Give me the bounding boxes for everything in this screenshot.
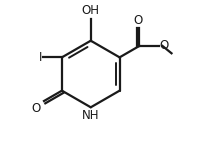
Text: O: O bbox=[160, 39, 169, 52]
Text: I: I bbox=[38, 51, 42, 64]
Text: O: O bbox=[134, 14, 143, 27]
Text: NH: NH bbox=[82, 109, 99, 122]
Text: O: O bbox=[32, 103, 41, 115]
Text: OH: OH bbox=[82, 4, 100, 17]
